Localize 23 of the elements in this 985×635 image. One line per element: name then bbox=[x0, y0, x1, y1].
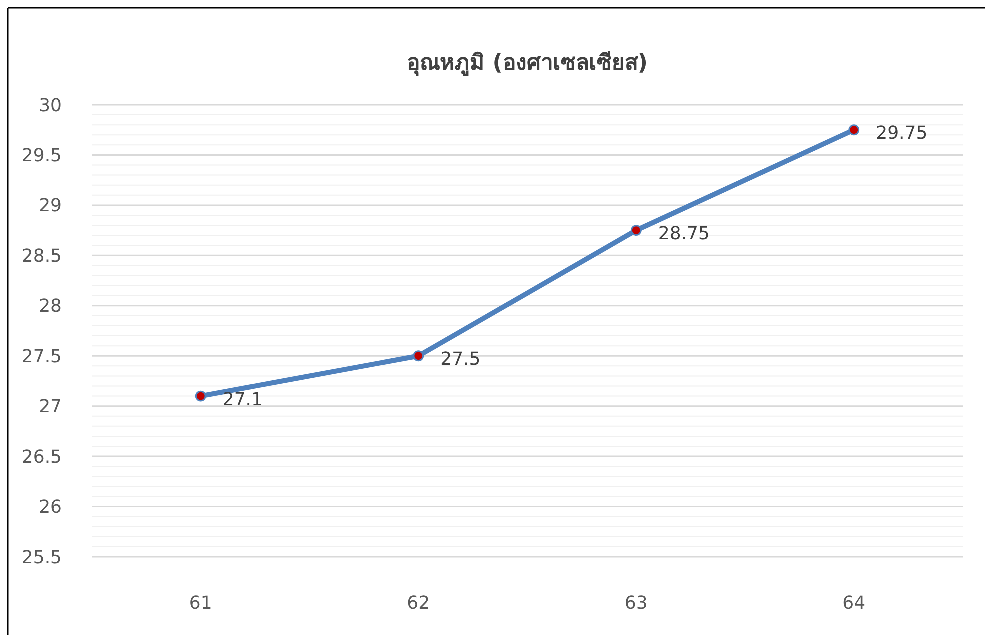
y-tick-label: 28.5 bbox=[22, 246, 62, 267]
y-tick-label: 29.5 bbox=[22, 146, 62, 167]
point bbox=[630, 225, 642, 236]
point bbox=[848, 124, 860, 136]
x-tick-label: 62 bbox=[407, 593, 430, 614]
data-label: 27.1 bbox=[222, 389, 263, 410]
y-tick-label: 26 bbox=[39, 497, 62, 518]
y-tick-label: 26.5 bbox=[22, 446, 62, 468]
y-tick-label: 27.5 bbox=[22, 346, 62, 368]
x-tick-label: 61 bbox=[189, 593, 212, 614]
x-tick-label: 63 bbox=[624, 593, 648, 614]
y-tick-label: 27 bbox=[39, 396, 62, 418]
data-label: 29.75 bbox=[876, 123, 928, 144]
point bbox=[413, 350, 424, 362]
data-label: 28.75 bbox=[658, 224, 710, 245]
data-label: 27.5 bbox=[440, 349, 481, 370]
y-tick-label: 25.5 bbox=[22, 547, 62, 568]
y-tick-label: 28 bbox=[39, 296, 62, 318]
y-tick-label: 29 bbox=[39, 196, 62, 217]
x-tick-label: 64 bbox=[842, 593, 866, 614]
point bbox=[195, 390, 206, 402]
y-tick-label: 30 bbox=[39, 95, 62, 116]
chart-title: อุณหภูมิ (องศาเซลเซียส) bbox=[407, 51, 648, 77]
